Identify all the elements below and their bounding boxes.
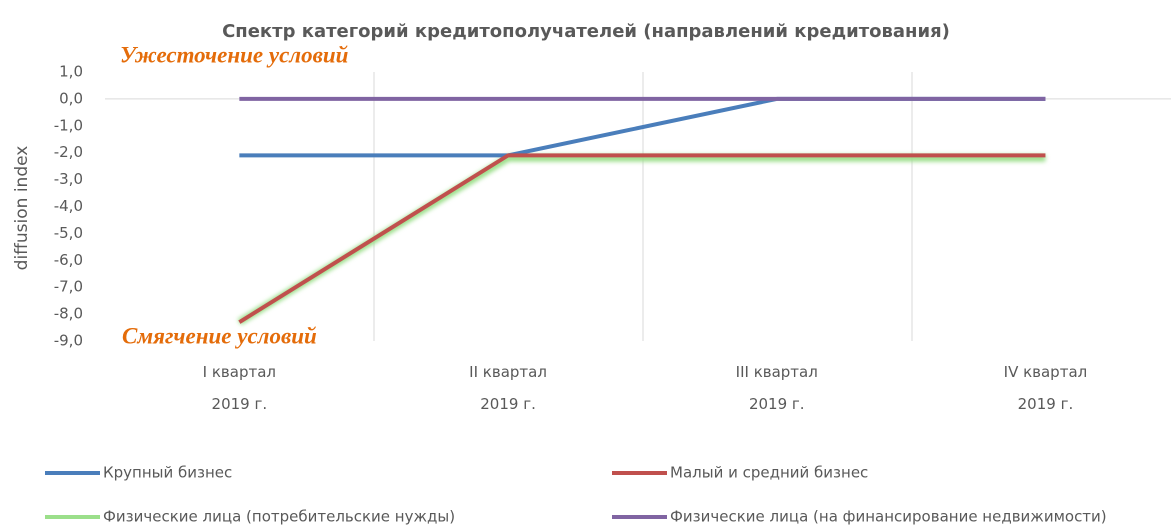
y-axis-label: diffusion index (12, 146, 32, 271)
x-tick-label: I квартал 2019 г. (202, 363, 276, 413)
y-tick-label: -9,0 (54, 332, 83, 350)
x-tick-label: IV квартал 2019 г. (1003, 363, 1088, 413)
legend-label: Малый и средний бизнес (670, 464, 868, 482)
legend-label: Физические лица (на финансирование недви… (670, 508, 1107, 526)
y-tick-label: -2,0 (54, 143, 83, 161)
y-tick-label: -7,0 (54, 278, 83, 296)
series-line (238, 153, 1046, 324)
legend-label: Физические лица (потребительские нужды) (103, 508, 455, 526)
x-tick-label: II квартал 2019 г. (469, 363, 547, 413)
y-tick-label: -5,0 (54, 224, 83, 242)
y-tick-label: -3,0 (54, 170, 83, 188)
legend-label: Крупный бизнес (103, 464, 232, 482)
y-tick-label: -1,0 (54, 116, 83, 134)
y-tick-label: -8,0 (54, 305, 83, 323)
y-tick-label: 0,0 (59, 89, 83, 107)
y-tick-label: 1,0 (59, 63, 83, 81)
y-tick-label: -4,0 (54, 197, 83, 215)
chart-title: Спектр категорий кредитополучателей (нап… (222, 21, 950, 42)
y-tick-label: -6,0 (54, 251, 83, 269)
series-line (239, 96, 1046, 158)
annotation: Ужесточение условий (120, 42, 349, 67)
annotation: Смягчение условий (122, 323, 317, 348)
series-line (237, 154, 1046, 326)
x-tick-label: III квартал 2019 г. (735, 363, 818, 413)
